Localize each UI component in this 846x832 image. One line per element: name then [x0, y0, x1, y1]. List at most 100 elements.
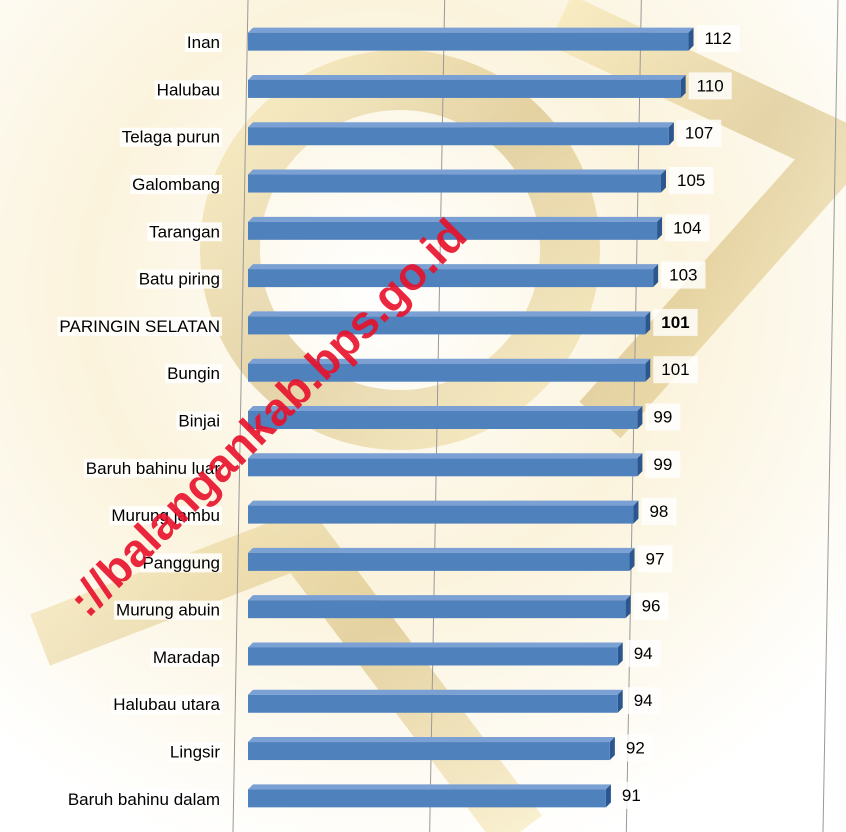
value-label: 96 [642, 597, 661, 616]
label-background [130, 175, 222, 195]
value-label: 91 [622, 786, 641, 805]
label-background [136, 269, 222, 289]
value-label: 94 [634, 644, 653, 663]
bar-face [248, 32, 689, 51]
label-background [140, 553, 222, 573]
value-label: 104 [673, 218, 701, 237]
bar-top [248, 169, 666, 175]
value-label: 110 [697, 76, 724, 95]
bar-top [248, 453, 643, 459]
bar [248, 74, 686, 98]
bar-side [633, 500, 639, 524]
bar-face [248, 221, 658, 240]
bar-face [248, 600, 626, 619]
y-tick-label: Baruh bahinu luar [86, 459, 221, 478]
bar-face [248, 552, 630, 571]
value-label-background [661, 261, 706, 289]
value-label-background [653, 356, 698, 384]
bar-top [248, 547, 635, 553]
bar-top [248, 406, 643, 411]
bar-side [680, 74, 686, 98]
bar [248, 27, 694, 51]
bar [248, 264, 659, 288]
bar [248, 689, 623, 713]
y-tick-label: Halubau utara [113, 695, 220, 714]
y-tick-label: Panggung [142, 553, 220, 572]
bar [248, 406, 643, 429]
value-label: 97 [646, 549, 665, 568]
label-background [119, 127, 222, 147]
y-tick-label: Tarangan [149, 222, 220, 241]
bar [248, 122, 674, 146]
value-label-background [645, 403, 681, 431]
value-label: 92 [626, 739, 645, 758]
value-label-background [696, 25, 740, 53]
bar-face [248, 458, 638, 477]
bar [248, 500, 639, 524]
value-label-background [645, 450, 681, 478]
value-label: 99 [653, 455, 672, 474]
y-tick-label: Inan [187, 33, 220, 52]
label-background [176, 411, 222, 431]
value-label: 101 [661, 360, 689, 379]
value-label: 94 [634, 691, 653, 710]
bar-face [248, 694, 618, 713]
bar [248, 169, 666, 193]
value-label-background [625, 639, 661, 667]
bar-face [248, 789, 606, 808]
y-tick-label: Murung abuin [116, 601, 220, 620]
bar-face [248, 316, 646, 335]
y-tick-label: Murung jambu [111, 506, 220, 525]
value-label-background [676, 119, 722, 147]
label-background [165, 364, 222, 384]
bar-face [248, 742, 610, 761]
bar [248, 547, 635, 571]
value-label-background [669, 167, 714, 195]
bar [248, 311, 651, 335]
bar-top [248, 358, 651, 364]
value-label-background [653, 308, 698, 336]
label-background [150, 647, 222, 667]
label-background [109, 506, 222, 526]
value-label: 107 [685, 124, 713, 143]
value-label-background [613, 781, 649, 809]
value-label: 99 [653, 407, 672, 426]
y-tick-label: Maradap [153, 648, 220, 667]
grid-line [822, 0, 839, 832]
value-label-background [633, 592, 669, 620]
bar-face [248, 411, 638, 429]
bar-top [248, 642, 623, 648]
bar-top [248, 311, 651, 317]
bar-side [637, 453, 643, 477]
bar-top [248, 122, 674, 128]
y-tick-label: Bungin [167, 364, 220, 383]
bar [248, 453, 643, 477]
bar-top [248, 689, 623, 695]
bar-face [248, 363, 646, 382]
bar-side [617, 642, 623, 666]
label-background [65, 789, 222, 809]
bar-top [248, 784, 611, 790]
grid-line [232, 0, 249, 832]
bar-top [248, 595, 631, 601]
y-tick-label: PARINGIN SELATAN [59, 317, 220, 336]
y-tick-label: Batu piring [139, 270, 220, 289]
y-tick-label: Halubau [157, 80, 220, 99]
bar-side [609, 737, 615, 761]
value-label: 98 [649, 502, 668, 521]
bar [248, 358, 651, 382]
bar-side [657, 216, 663, 240]
value-label: 112 [705, 29, 732, 48]
label-background [184, 33, 222, 53]
bar-side [625, 595, 631, 619]
bar [248, 784, 611, 808]
bar-side [661, 169, 666, 193]
y-tick-label: Galombang [132, 175, 220, 194]
label-background [147, 222, 222, 242]
bar-face [248, 647, 618, 666]
value-label-background [641, 498, 677, 526]
y-tick-label: Baruh bahinu dalam [68, 790, 220, 809]
label-background [154, 80, 222, 100]
value-label-background [617, 734, 653, 762]
